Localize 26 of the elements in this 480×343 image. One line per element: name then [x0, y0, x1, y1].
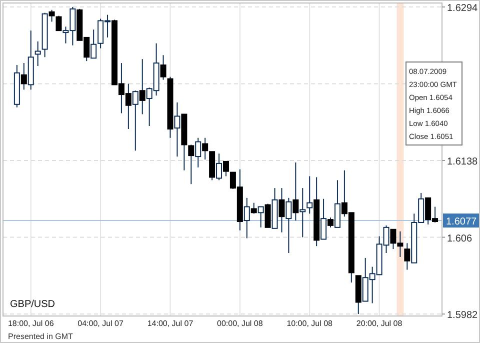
x-tick-label: 20:00, Jul 08 [356, 319, 403, 328]
y-tick-label: 1.606 [447, 233, 472, 244]
candlestick [320, 198, 327, 240]
candlestick [258, 206, 264, 228]
candlestick [286, 197, 292, 254]
y-tick-label: 1.6138 [447, 156, 478, 168]
x-tick-label: 14:00, Jul 07 [147, 319, 194, 328]
candlestick [334, 180, 340, 228]
x-tick-label: 10:00, Jul 08 [286, 319, 334, 328]
x-tick-label: 04:00, Jul 07 [78, 319, 124, 328]
candlestick [90, 29, 97, 59]
text: Presented in GMT [8, 332, 74, 341]
candlestick [306, 176, 313, 214]
candlestick [244, 197, 250, 239]
ref-line-label: 1.6077 [446, 216, 478, 228]
x-tick-label: 00:00, Jul 08 [217, 319, 264, 328]
candlestick [34, 40, 41, 66]
y-tick-label: 1.5982 [447, 310, 478, 322]
x-tick-label: 18:00, Jul 06 [8, 319, 54, 328]
candlestick [132, 90, 138, 152]
candlestick [216, 153, 222, 181]
y-tick-label: 1.6294 [447, 2, 478, 14]
candlestick [174, 102, 180, 158]
candlestick [195, 137, 202, 168]
text: GBP/USD [10, 299, 56, 310]
candlestick [300, 188, 306, 238]
